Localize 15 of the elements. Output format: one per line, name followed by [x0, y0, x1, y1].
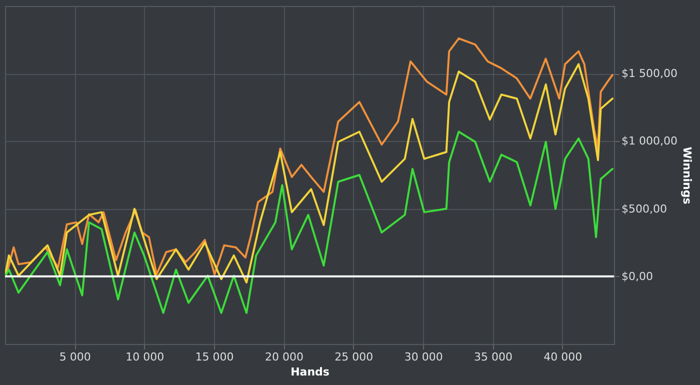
x-tick-label: 15 000 — [195, 350, 234, 364]
x-tick-label: 5 000 — [59, 350, 91, 364]
y-tick-label: $1 500,00 — [622, 67, 678, 80]
y-axis-title: Winnings — [680, 146, 694, 205]
y-tick-label: $1 000,00 — [622, 134, 678, 148]
line-series — [5, 130, 614, 314]
x-tick-label: 20 000 — [264, 350, 304, 364]
x-tick-label: 25 000 — [334, 350, 374, 364]
x-tick-label: 10 000 — [126, 350, 164, 364]
x-tick-label: 30 000 — [404, 350, 443, 364]
y-tick-label: $0,00 — [622, 270, 653, 283]
x-tick-label: 35 000 — [474, 350, 513, 364]
x-tick-label: 40 000 — [544, 350, 582, 364]
x-axis-title: Hands — [290, 366, 330, 378]
y-tick-label: $500,00 — [622, 202, 667, 216]
